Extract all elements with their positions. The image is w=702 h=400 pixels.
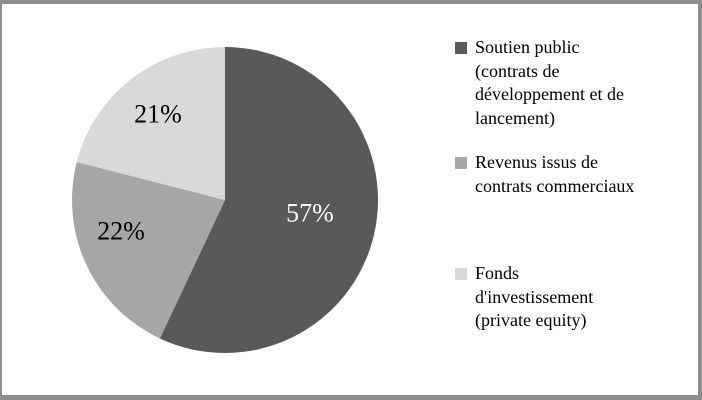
legend-marker-square bbox=[455, 157, 467, 169]
legend-marker-square bbox=[455, 42, 467, 54]
pie-data-label: 22% bbox=[97, 217, 145, 246]
legend-marker-square bbox=[455, 268, 467, 280]
legend-item-soutien-public: Soutien public (contrats de développemen… bbox=[455, 36, 693, 130]
pie-data-label: 21% bbox=[134, 100, 182, 129]
pie-slice-1 bbox=[159, 47, 379, 353]
pie-data-label: 57% bbox=[286, 199, 334, 228]
legend-label: Soutien public (contrats de développemen… bbox=[475, 37, 624, 128]
pie-chart: 57% 22% 21% bbox=[72, 47, 379, 353]
legend-item-fonds-investissement: Fonds d'investissement (private equity) bbox=[455, 262, 693, 333]
legend-label: Revenus issus de contrats commerciaux bbox=[475, 152, 635, 196]
legend-label: Fonds d'investissement (private equity) bbox=[475, 263, 594, 330]
pie-slice-3 bbox=[76, 47, 225, 200]
pie-slice-2 bbox=[72, 161, 225, 339]
chart-legend: Soutien public (contrats de développemen… bbox=[455, 4, 695, 395]
legend-item-revenus-contrats: Revenus issus de contrats commerciaux bbox=[455, 151, 693, 198]
